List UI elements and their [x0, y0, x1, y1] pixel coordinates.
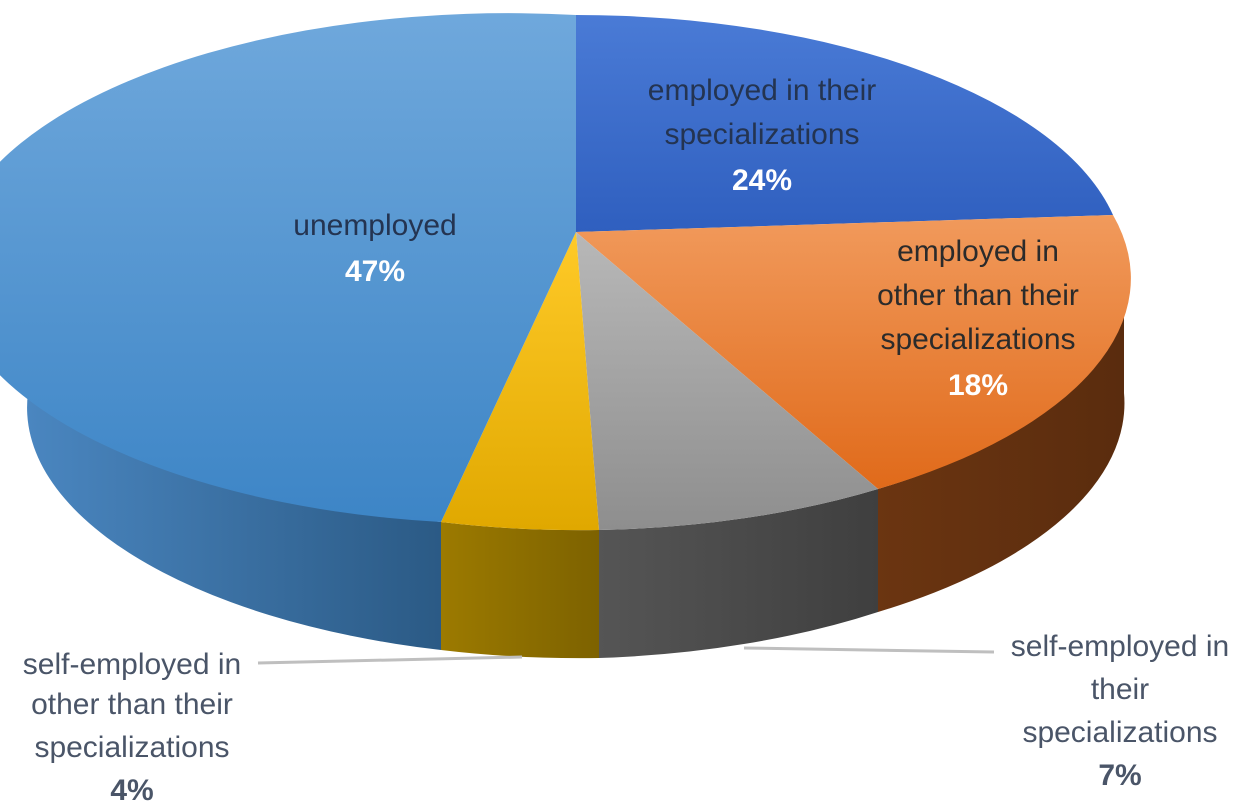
value-label-employed-other: 18%: [948, 369, 1008, 402]
slice-self-employed-in-their-specializations: [576, 232, 878, 530]
label-self-employed-specializations-line2: their: [1091, 673, 1149, 706]
slice-unemployed: [0, 13, 576, 522]
label-self-employed-specializations-line3: specializations: [1022, 716, 1217, 749]
label-employed-other-line3: specializations: [880, 323, 1075, 356]
value-label-self-employed-specializations: 7%: [1098, 759, 1141, 792]
label-employed-specializations-line1: employed in their: [648, 74, 876, 107]
label-employed-other-line2: other than their: [877, 279, 1079, 312]
pie-top-faces: [0, 13, 1131, 531]
slice-employed-in-their-specializations: [576, 14, 1113, 232]
leader-line-self-employed-specializations: [743, 646, 995, 654]
value-label-self-employed-other: 4%: [110, 774, 153, 805]
value-label-employed-specializations: 24%: [732, 164, 792, 197]
slice-self-employed-in-other-than-their-specializations: [441, 232, 599, 531]
leader-line-self-employed-other: [257, 655, 523, 665]
label-self-employed-specializations-line1: self-employed in: [1011, 630, 1229, 663]
label-employed-specializations-line2: specializations: [664, 118, 859, 151]
label-employed-other-line1: employed in: [897, 235, 1059, 268]
label-self-employed-other-line2: other than their: [31, 688, 233, 721]
slice-side-self-employed-other: [441, 522, 599, 659]
leader-lines: [257, 646, 995, 665]
label-self-employed-other-line1: self-employed in: [23, 648, 241, 681]
data-labels: employed in their specializations 24% em…: [23, 74, 1229, 805]
slice-employed-in-other-than-their-specializations: [576, 215, 1131, 489]
label-unemployed: unemployed: [293, 209, 456, 242]
slice-side-self-employed-specializations: [599, 489, 878, 658]
label-self-employed-other-line3: specializations: [34, 731, 229, 764]
slice-side-unemployed: [27, 265, 442, 650]
value-label-unemployed: 47%: [345, 255, 405, 288]
